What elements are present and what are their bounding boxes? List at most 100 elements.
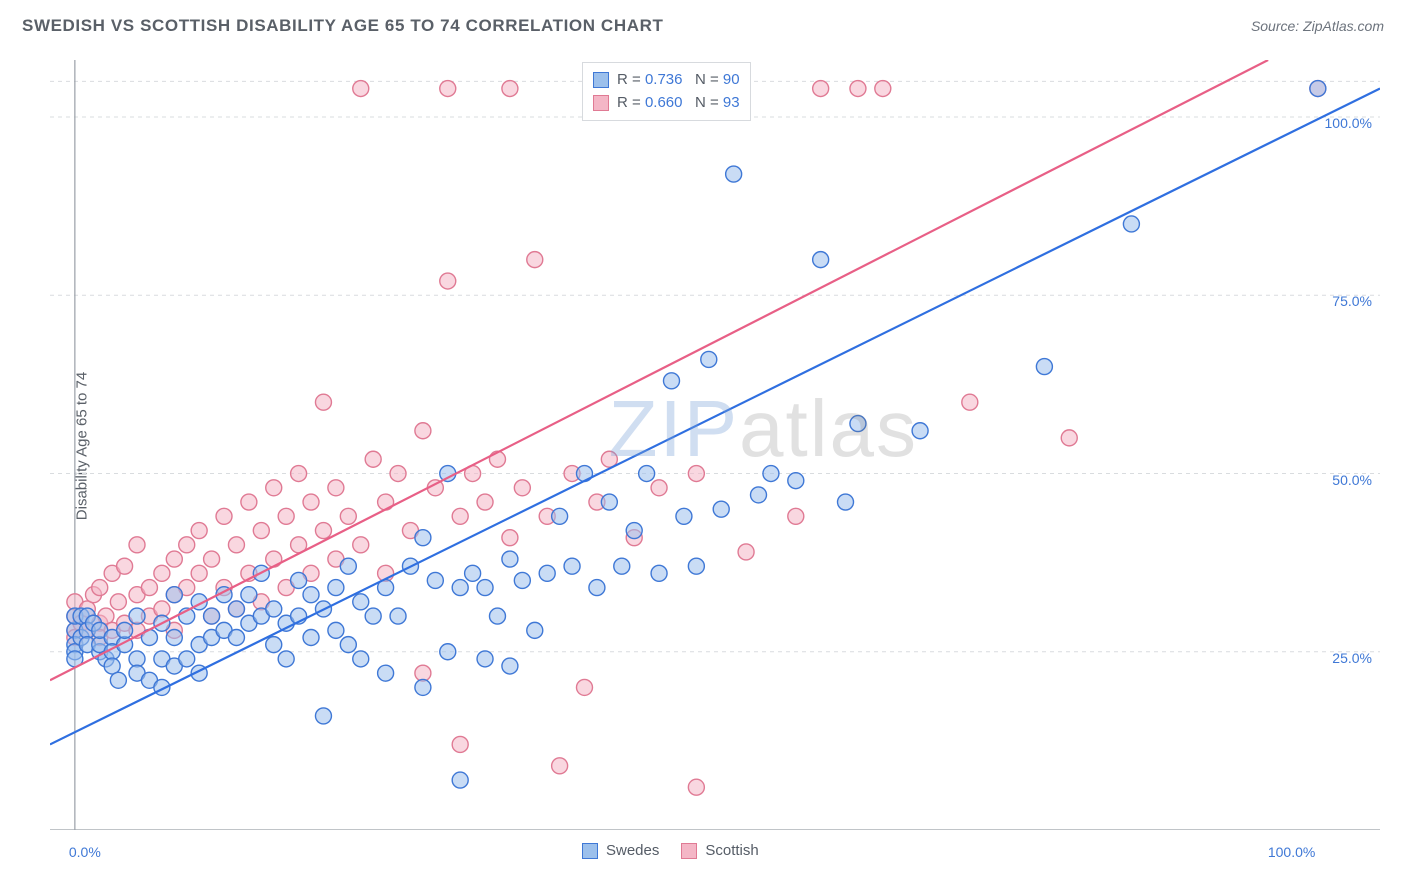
data-point [514, 480, 530, 496]
data-point [191, 565, 207, 581]
data-point [415, 530, 431, 546]
data-point [564, 558, 580, 574]
plot-area: 25.0%50.0%75.0%100.0%0.0%100.0%ZIPatlasR… [50, 60, 1380, 830]
data-point [465, 565, 481, 581]
stats-legend-row: R = 0.736 N = 90 [593, 69, 740, 92]
data-point [328, 580, 344, 596]
data-point [353, 594, 369, 610]
data-point [92, 580, 108, 596]
data-point [527, 252, 543, 268]
data-point [117, 558, 133, 574]
data-point [489, 608, 505, 624]
data-point [166, 630, 182, 646]
data-point [365, 608, 381, 624]
regression-line [50, 89, 1380, 745]
data-point [738, 544, 754, 560]
data-point [477, 580, 493, 596]
data-point [726, 166, 742, 182]
data-point [216, 508, 232, 524]
legend-swatch-icon [582, 843, 598, 859]
data-point [427, 572, 443, 588]
data-point [129, 537, 145, 553]
data-point [912, 423, 928, 439]
data-point [838, 494, 854, 510]
data-point [651, 480, 667, 496]
series-legend-item: Swedes [582, 842, 659, 859]
data-point [315, 708, 331, 724]
data-point [576, 679, 592, 695]
data-point [179, 537, 195, 553]
data-point [502, 81, 518, 97]
data-point [788, 473, 804, 489]
data-point [415, 423, 431, 439]
data-point [489, 451, 505, 467]
data-point [353, 651, 369, 667]
series-legend-label: Scottish [705, 842, 758, 859]
data-point [1310, 81, 1326, 97]
data-point [589, 580, 605, 596]
data-point [539, 565, 555, 581]
data-point [1036, 359, 1052, 375]
data-point [813, 81, 829, 97]
data-point [601, 494, 617, 510]
y-tick-label: 100.0% [1325, 115, 1372, 131]
data-point [110, 672, 126, 688]
legend-swatch-icon [593, 72, 609, 88]
data-point [340, 637, 356, 653]
data-point [850, 81, 866, 97]
data-point [1061, 430, 1077, 446]
data-point [228, 537, 244, 553]
data-point [303, 494, 319, 510]
data-point [390, 608, 406, 624]
data-point [639, 466, 655, 482]
data-point [651, 565, 667, 581]
data-point [788, 508, 804, 524]
data-point [228, 630, 244, 646]
stats-legend-text: R = 0.736 N = 90 [617, 69, 740, 92]
x-tick-label: 0.0% [69, 844, 101, 860]
data-point [378, 665, 394, 681]
data-point [110, 594, 126, 610]
source-credit: Source: ZipAtlas.com [1251, 18, 1384, 34]
data-point [751, 487, 767, 503]
data-point [291, 572, 307, 588]
data-point [266, 601, 282, 617]
data-point [440, 81, 456, 97]
data-point [850, 416, 866, 432]
data-point [701, 351, 717, 367]
series-legend: Swedes Scottish [582, 842, 759, 859]
data-point [502, 551, 518, 567]
data-point [141, 580, 157, 596]
data-point [477, 651, 493, 667]
chart-title: SWEDISH VS SCOTTISH DISABILITY AGE 65 TO… [22, 16, 663, 36]
data-point [166, 551, 182, 567]
data-point [340, 508, 356, 524]
data-point [241, 587, 257, 603]
y-tick-label: 75.0% [1332, 293, 1372, 309]
stats-legend-row: R = 0.660 N = 93 [593, 92, 740, 115]
data-point [278, 508, 294, 524]
data-point [266, 480, 282, 496]
data-point [365, 451, 381, 467]
source-prefix: Source: [1251, 18, 1303, 34]
data-point [1123, 216, 1139, 232]
data-point [191, 523, 207, 539]
x-tick-label: 100.0% [1268, 844, 1315, 860]
data-point [502, 658, 518, 674]
data-point [452, 580, 468, 596]
series-legend-label: Swedes [606, 842, 659, 859]
data-point [626, 523, 642, 539]
data-point [253, 523, 269, 539]
source-name: ZipAtlas.com [1303, 18, 1384, 34]
data-point [266, 637, 282, 653]
title-bar: SWEDISH VS SCOTTISH DISABILITY AGE 65 TO… [0, 0, 1406, 48]
y-tick-label: 25.0% [1332, 650, 1372, 666]
data-point [166, 587, 182, 603]
data-point [440, 644, 456, 660]
y-tick-label: 50.0% [1332, 472, 1372, 488]
data-point [552, 508, 568, 524]
data-point [291, 466, 307, 482]
data-point [763, 466, 779, 482]
data-point [303, 587, 319, 603]
data-point [688, 466, 704, 482]
